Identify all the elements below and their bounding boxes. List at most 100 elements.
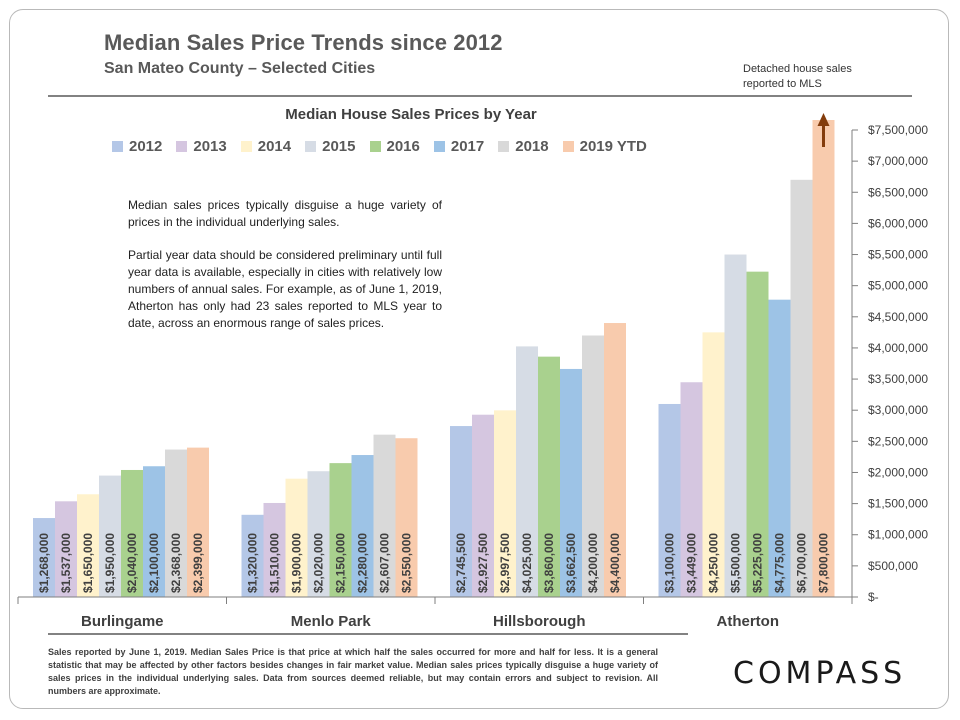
legend-item: 2016 bbox=[369, 138, 420, 155]
legend-label: 2018 bbox=[515, 138, 549, 155]
bar-2018-menlo-park bbox=[373, 434, 396, 597]
legend-item: 2014 bbox=[240, 138, 292, 155]
y-tick-label: $5,500,000 bbox=[868, 248, 928, 262]
bar-2018-hillsborough bbox=[582, 335, 604, 597]
data-label: $3,860,000 bbox=[542, 533, 556, 593]
legend-label: 2017 bbox=[450, 138, 485, 155]
bar-2013-menlo-park bbox=[263, 502, 286, 597]
y-tick-label: $- bbox=[868, 590, 879, 604]
y-tick-label: $500,000 bbox=[868, 559, 918, 573]
data-label: $6,700,000 bbox=[795, 533, 809, 593]
data-label: $2,745,500 bbox=[454, 533, 468, 593]
page-subtitle: San Mateo County – Selected Cities bbox=[104, 60, 376, 77]
data-label: $2,927,500 bbox=[476, 533, 490, 593]
data-label: $1,510,000 bbox=[268, 533, 282, 593]
data-label: $2,368,000 bbox=[169, 533, 183, 593]
bar-2016-burlingame bbox=[121, 469, 143, 597]
data-source-note: Detached house sales reported to MLS bbox=[743, 62, 852, 92]
y-tick-label: $2,500,000 bbox=[868, 434, 928, 448]
bar-2016-menlo-park bbox=[329, 463, 352, 597]
legend-item: 2012 bbox=[112, 138, 162, 155]
y-tick-label: $1,000,000 bbox=[868, 528, 928, 542]
y-tick-label: $7,000,000 bbox=[868, 154, 928, 168]
data-label: $1,650,000 bbox=[81, 533, 95, 593]
legend-swatch bbox=[240, 141, 252, 152]
legend-swatch bbox=[369, 141, 381, 152]
data-label: $3,449,000 bbox=[685, 533, 699, 593]
legend-label: 2015 bbox=[322, 138, 356, 155]
bar-2017-atherton bbox=[768, 299, 791, 597]
bar-2017-hillsborough bbox=[560, 368, 582, 597]
data-label: $1,900,000 bbox=[290, 533, 304, 593]
legend-swatch bbox=[112, 141, 123, 152]
y-tick-label: $6,000,000 bbox=[868, 216, 928, 230]
data-label: $2,100,000 bbox=[147, 533, 161, 593]
x-tick-label: Atherton bbox=[717, 613, 780, 630]
bar-2018-burlingame bbox=[165, 449, 187, 597]
data-label: $2,607,000 bbox=[378, 533, 392, 593]
data-label: $5,500,000 bbox=[729, 533, 743, 593]
bar-2015-hillsborough bbox=[516, 346, 538, 597]
bar-2016-hillsborough bbox=[538, 356, 560, 597]
bar-2018-atherton bbox=[790, 179, 813, 597]
legend-swatch bbox=[176, 141, 188, 152]
bar-2016-atherton bbox=[746, 271, 769, 597]
data-label: $1,320,000 bbox=[246, 533, 260, 593]
bar-2019-ytd-atherton bbox=[812, 120, 835, 597]
x-tick-label: Hillsborough bbox=[493, 613, 586, 630]
legend-label: 2012 bbox=[129, 138, 163, 155]
bar-2013-burlingame bbox=[55, 501, 77, 597]
bar-2014-atherton bbox=[702, 332, 725, 597]
legend-label: 2016 bbox=[386, 138, 420, 155]
offscale-arrow-head bbox=[817, 113, 830, 126]
data-label: $1,950,000 bbox=[103, 533, 117, 593]
data-label: $7,800,000 bbox=[817, 533, 831, 593]
legend-label: 2013 bbox=[193, 138, 227, 155]
legend-swatch bbox=[305, 141, 317, 152]
legend-item: 2015 bbox=[305, 138, 356, 155]
data-label: $4,775,000 bbox=[773, 533, 787, 593]
data-label: $2,280,000 bbox=[356, 533, 370, 593]
bar-2012-hillsborough bbox=[450, 426, 472, 597]
data-source-note-line2: reported to MLS bbox=[743, 78, 822, 90]
bar-2012-menlo-park bbox=[241, 514, 264, 597]
data-label: $1,268,000 bbox=[37, 533, 51, 593]
legend-item: 2017 bbox=[433, 138, 485, 155]
legend-label: 2019 YTD bbox=[579, 138, 647, 155]
data-source-note-line1: Detached house sales bbox=[743, 63, 852, 75]
page-title: Median Sales Price Trends since 2012 bbox=[104, 30, 503, 55]
data-label: $2,399,000 bbox=[191, 533, 205, 593]
bar-2014-hillsborough bbox=[494, 410, 516, 597]
legend-swatch bbox=[498, 141, 510, 152]
bar-2015-burlingame bbox=[99, 475, 121, 597]
x-tick-label: Burlingame bbox=[81, 613, 164, 630]
legend-swatch bbox=[562, 141, 574, 152]
y-tick-label: $3,000,000 bbox=[868, 403, 928, 417]
y-tick-label: $7,500,000 bbox=[868, 123, 928, 137]
x-tick-label: Menlo Park bbox=[291, 613, 372, 630]
y-tick-label: $2,000,000 bbox=[868, 465, 928, 479]
data-label: $2,040,000 bbox=[125, 533, 139, 593]
data-label: $3,100,000 bbox=[663, 533, 677, 593]
y-tick-label: $3,500,000 bbox=[868, 372, 928, 386]
legend-item: 2018 bbox=[498, 138, 549, 155]
data-label: $4,200,000 bbox=[586, 533, 600, 593]
legend-item: 2019 YTD bbox=[562, 138, 647, 155]
bar-2014-menlo-park bbox=[285, 478, 308, 597]
bar-2019-ytd-hillsborough bbox=[604, 323, 626, 597]
chart-legend: 2012 2013 2014 2015 2016 2017 2018 2019 YTD bbox=[112, 138, 661, 155]
data-label: $4,400,000 bbox=[608, 533, 622, 593]
chart-title: Median House Sales Prices by Year bbox=[285, 106, 537, 123]
y-tick-label: $6,500,000 bbox=[868, 185, 928, 199]
y-tick-label: $4,000,000 bbox=[868, 341, 928, 355]
description-paragraph-1: Median sales prices typically disguise a… bbox=[128, 198, 442, 229]
y-tick-label: $4,500,000 bbox=[868, 310, 928, 324]
data-label: $1,537,000 bbox=[59, 533, 73, 593]
legend-label: 2014 bbox=[257, 138, 292, 155]
data-label: $2,550,000 bbox=[400, 533, 414, 593]
bar-2019-ytd-burlingame bbox=[187, 447, 209, 597]
bar-2013-hillsborough bbox=[472, 414, 494, 597]
bar-2012-atherton bbox=[658, 403, 681, 597]
y-tick-label: $1,500,000 bbox=[868, 497, 928, 511]
